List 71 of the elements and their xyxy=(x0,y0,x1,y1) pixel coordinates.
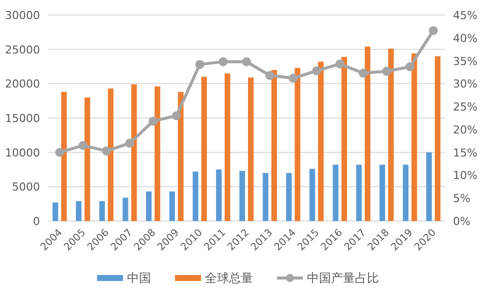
y-tick-label: 5000 xyxy=(12,180,40,194)
bar xyxy=(99,201,105,221)
y-tick-label: 30000 xyxy=(5,9,40,22)
y-tick-label: 20000 xyxy=(5,78,40,91)
bar xyxy=(294,68,300,221)
y2-tick-label: 40% xyxy=(453,32,478,45)
y2-tick-label: 10% xyxy=(453,169,478,182)
bar xyxy=(332,164,338,221)
y2-tick-label: 5% xyxy=(453,192,470,206)
bar xyxy=(286,172,292,221)
bar xyxy=(178,92,184,221)
bar xyxy=(356,164,362,221)
point xyxy=(125,138,134,148)
bar xyxy=(411,53,418,221)
y2-tick-label: 30% xyxy=(453,78,478,91)
point xyxy=(242,57,251,66)
bar xyxy=(154,86,160,221)
point xyxy=(382,66,392,76)
point xyxy=(288,74,298,83)
point xyxy=(55,148,64,157)
bar xyxy=(364,46,370,221)
point xyxy=(172,111,181,120)
bar xyxy=(146,191,152,221)
legend-label: 中国 xyxy=(127,271,151,285)
point xyxy=(218,57,228,66)
bar xyxy=(192,172,198,221)
point xyxy=(428,26,438,36)
bar xyxy=(402,164,408,221)
y2-tick-label: 25% xyxy=(453,100,478,114)
point xyxy=(358,68,368,78)
bar xyxy=(84,97,90,221)
bar xyxy=(380,164,386,221)
bar xyxy=(271,70,277,221)
bar xyxy=(388,48,394,221)
legend-label: 全球总量 xyxy=(205,271,253,285)
bar xyxy=(262,172,268,221)
bar xyxy=(434,56,440,221)
bar xyxy=(131,84,137,221)
bar xyxy=(52,202,58,221)
bar xyxy=(61,92,67,221)
legend-label: 中国产量占比 xyxy=(307,271,379,285)
y2-tick-label: 20% xyxy=(453,123,478,136)
bar xyxy=(108,88,114,221)
bar xyxy=(426,152,432,221)
bar xyxy=(341,56,348,221)
bar xyxy=(122,198,128,221)
point xyxy=(78,140,88,150)
bar xyxy=(224,73,230,221)
point xyxy=(148,116,158,126)
point xyxy=(195,60,204,69)
bar xyxy=(201,76,207,221)
y-tick-label: 0 xyxy=(33,215,40,228)
bar xyxy=(76,201,82,221)
y2-tick-label: 35% xyxy=(453,54,478,68)
bar xyxy=(309,168,316,221)
y-tick-label: 25000 xyxy=(5,43,40,56)
bar xyxy=(169,191,175,221)
bar xyxy=(318,62,324,221)
point xyxy=(265,70,274,80)
y2-tick-label: 0% xyxy=(453,215,470,228)
bar xyxy=(216,170,222,221)
point xyxy=(102,146,111,156)
y2-tick-label: 45% xyxy=(453,9,478,22)
point xyxy=(335,59,344,68)
point xyxy=(312,66,322,76)
bar xyxy=(239,170,245,221)
y2-tick-label: 15% xyxy=(453,146,478,160)
point xyxy=(405,62,414,72)
y-tick-label: 15000 xyxy=(5,112,40,125)
y-tick-label: 10000 xyxy=(5,146,40,160)
bar xyxy=(248,77,254,221)
